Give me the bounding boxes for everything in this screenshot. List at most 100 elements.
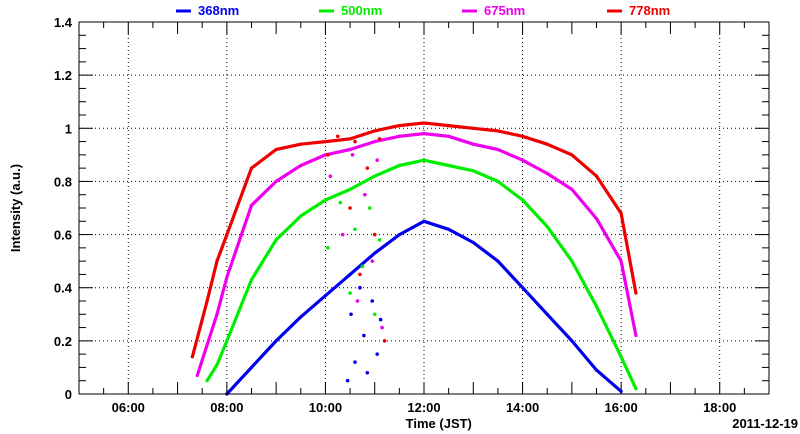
scatter-point [348, 291, 352, 295]
series-778nm [190, 121, 638, 359]
data-point [496, 259, 500, 263]
scatter-point [363, 192, 367, 197]
data-point [619, 211, 623, 215]
data-point [496, 147, 500, 152]
data-point [619, 259, 623, 263]
legend: 368nm 500nm 675nm 778nm [176, 3, 670, 18]
data-point [570, 187, 574, 191]
scatter-point [353, 360, 357, 364]
x-axis-title: Time (JST) [406, 416, 472, 431]
data-point [397, 163, 401, 168]
data-point [422, 158, 426, 162]
scatter-point [382, 339, 387, 343]
y-tick-label: 0.6 [54, 228, 72, 243]
data-point [373, 139, 377, 144]
data-point [422, 121, 426, 125]
y-tick-label: 0.2 [54, 334, 72, 349]
scatter-point [362, 333, 366, 338]
scatter-point [372, 232, 377, 237]
data-point [471, 126, 475, 130]
data-point [447, 124, 451, 128]
scatter-point [360, 264, 365, 269]
data-point [348, 272, 352, 277]
grid [79, 22, 769, 394]
series-500nm [205, 158, 638, 391]
scatter-point [377, 137, 382, 141]
y-tick-label: 1.2 [54, 68, 72, 83]
data-point [634, 333, 638, 338]
data-point [619, 355, 623, 359]
scatter-point [365, 166, 370, 170]
data-point [471, 169, 475, 173]
data-point [348, 187, 352, 191]
data-point [323, 139, 328, 144]
data-point [496, 179, 500, 184]
series-line-500nm [205, 158, 638, 391]
scatter-point [340, 232, 345, 237]
data-point [249, 278, 254, 282]
data-point [299, 214, 303, 218]
data-point [471, 142, 475, 146]
date-label: 2011-12-19 [732, 416, 798, 431]
scatter-point [326, 153, 330, 157]
data-point [274, 339, 278, 343]
data-point [323, 198, 328, 202]
data-point [215, 312, 219, 316]
data-point [274, 179, 278, 184]
data-point [225, 232, 229, 237]
legend-label: 778nm [629, 3, 670, 18]
data-point [190, 355, 194, 359]
data-point [422, 219, 426, 223]
data-point [634, 291, 638, 295]
data-point [520, 286, 525, 290]
scatter-point [353, 227, 357, 232]
data-point [422, 132, 426, 136]
legend-label: 675nm [484, 3, 525, 18]
data-point [215, 259, 219, 263]
data-point [447, 227, 451, 231]
x-tick-label: 08:00 [210, 400, 243, 415]
legend-label: 500nm [341, 3, 382, 18]
series-675nm [195, 132, 638, 377]
data-point [447, 163, 451, 168]
data-point [323, 153, 328, 157]
data-point [594, 174, 599, 178]
scatter-point [349, 312, 353, 317]
data-point [249, 166, 254, 170]
scatter-point [350, 153, 355, 157]
data-point [225, 275, 229, 279]
data-point [545, 171, 549, 176]
data-point [545, 225, 549, 229]
data-point [570, 259, 574, 263]
data-point [373, 251, 377, 255]
data-point [634, 387, 638, 391]
series-line-675nm [195, 132, 638, 377]
y-axis-title: Intensity (a.u.) [8, 164, 23, 252]
scatter-point [377, 238, 382, 242]
scatter-point [358, 272, 362, 277]
scatter-point [348, 206, 352, 210]
data-point [299, 163, 303, 168]
data-point [471, 240, 475, 245]
x-tick-label: 16:00 [605, 400, 638, 415]
data-point [195, 373, 199, 377]
scatter-point [370, 299, 375, 303]
x-tick-label: 06:00 [112, 400, 145, 415]
scatter-point [345, 378, 350, 383]
data-point [225, 339, 229, 343]
data-point [274, 147, 278, 152]
scatter-point [378, 317, 383, 322]
data-point [249, 365, 254, 370]
y-tick-label: 1.4 [54, 15, 73, 30]
scatter-point [326, 246, 330, 250]
y-tick-label: 1 [65, 121, 72, 136]
data-point [205, 299, 209, 303]
scatter-point [353, 139, 357, 144]
data-point [373, 129, 377, 133]
series-368nm [225, 219, 623, 396]
scatter-point [380, 325, 384, 330]
scatter-point [328, 174, 333, 178]
data-point [570, 153, 574, 157]
data-point [520, 158, 525, 162]
